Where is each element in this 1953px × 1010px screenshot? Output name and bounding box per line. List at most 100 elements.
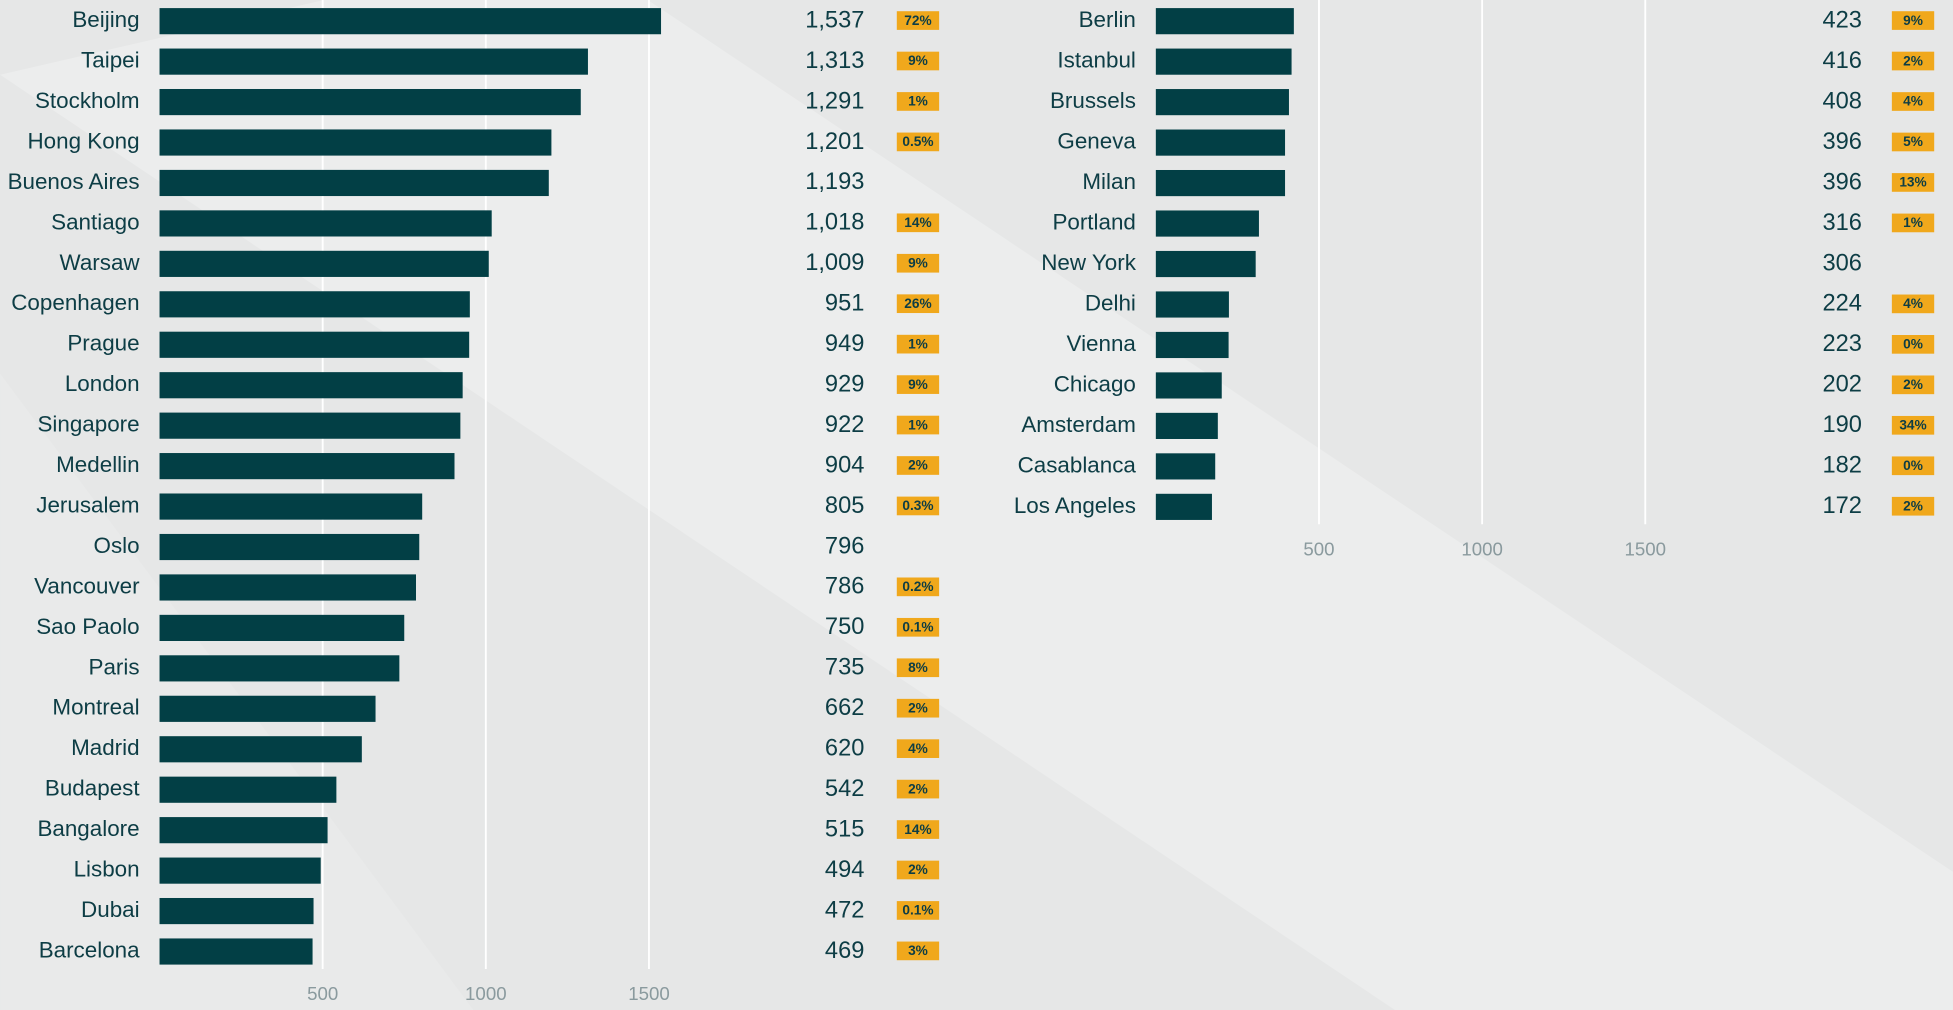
category-label: Beijing bbox=[72, 7, 139, 32]
badge-label: 4% bbox=[908, 741, 928, 756]
category-label: Oslo bbox=[94, 533, 140, 558]
badge bbox=[896, 456, 940, 475]
bar bbox=[159, 331, 470, 358]
value-label: 542 bbox=[825, 776, 864, 802]
category-label: Taipei bbox=[81, 48, 140, 73]
bar bbox=[159, 129, 552, 156]
bar bbox=[159, 291, 470, 318]
badge bbox=[1891, 213, 1935, 233]
category-label: Vancouver bbox=[34, 573, 140, 598]
badge-label: 8% bbox=[908, 660, 928, 675]
value-label: 1,193 bbox=[805, 169, 864, 195]
badge-label: 0.1% bbox=[902, 620, 933, 635]
badge-label: 72% bbox=[904, 13, 931, 28]
badge bbox=[896, 577, 940, 597]
badge bbox=[896, 617, 940, 637]
category-label: Lisbon bbox=[74, 857, 140, 882]
badge bbox=[1891, 294, 1935, 314]
value-label: 951 bbox=[825, 291, 864, 317]
badge-label: 0% bbox=[1903, 458, 1923, 473]
badge bbox=[1891, 456, 1935, 476]
value-label: 306 bbox=[1822, 250, 1861, 276]
value-label: 1,291 bbox=[805, 88, 864, 114]
badge-label: 2% bbox=[908, 458, 928, 473]
bar bbox=[159, 493, 423, 520]
badge-label: 4% bbox=[1903, 94, 1923, 109]
category-label: Copenhagen bbox=[11, 290, 139, 315]
bar bbox=[159, 736, 362, 763]
badge bbox=[1891, 51, 1935, 71]
badge bbox=[1891, 335, 1935, 354]
badge-label: 0% bbox=[1903, 337, 1923, 352]
value-label: 750 bbox=[825, 614, 864, 640]
badge bbox=[896, 820, 940, 839]
bar bbox=[1155, 89, 1289, 116]
value-label: 224 bbox=[1822, 291, 1861, 317]
value-label: 416 bbox=[1822, 48, 1861, 74]
category-label: Stockholm bbox=[35, 88, 140, 113]
value-label: 735 bbox=[825, 655, 864, 681]
badge-label: 2% bbox=[908, 781, 928, 796]
category-label: Barcelona bbox=[39, 937, 140, 962]
value-label: 1,201 bbox=[805, 129, 864, 155]
category-label: Paris bbox=[89, 654, 140, 679]
category-label: Portland bbox=[1052, 209, 1135, 234]
badge bbox=[896, 860, 940, 880]
bar bbox=[1155, 129, 1286, 156]
x-tick-label: 1500 bbox=[1624, 538, 1666, 559]
category-label: Chicago bbox=[1054, 371, 1136, 396]
badge-label: 1% bbox=[1903, 215, 1923, 230]
bar bbox=[159, 8, 662, 35]
bar bbox=[159, 372, 463, 399]
bar bbox=[1155, 250, 1256, 278]
bar bbox=[159, 210, 492, 237]
bar bbox=[1155, 331, 1229, 359]
badge bbox=[1891, 173, 1935, 192]
badge bbox=[896, 132, 940, 152]
badge bbox=[896, 253, 940, 273]
value-label: 805 bbox=[825, 493, 864, 519]
badge-label: 14% bbox=[904, 822, 931, 837]
bar bbox=[1155, 291, 1229, 318]
bar bbox=[159, 897, 314, 925]
bar bbox=[159, 453, 455, 480]
badge bbox=[896, 698, 940, 718]
bar bbox=[1155, 372, 1222, 399]
badge bbox=[896, 375, 940, 394]
bar bbox=[159, 48, 588, 75]
bar bbox=[159, 533, 420, 561]
category-label: Delhi bbox=[1085, 290, 1136, 315]
bar bbox=[1155, 8, 1294, 35]
bar bbox=[159, 695, 376, 722]
badge-label: 1% bbox=[908, 94, 928, 109]
badge-label: 2% bbox=[1903, 53, 1923, 68]
badge bbox=[896, 901, 940, 920]
category-label: Medellin bbox=[56, 452, 139, 477]
value-label: 662 bbox=[825, 695, 864, 721]
category-label: London bbox=[65, 371, 140, 396]
category-label: Istanbul bbox=[1057, 48, 1135, 73]
category-label: Casablanca bbox=[1018, 452, 1137, 477]
badge-label: 9% bbox=[1903, 13, 1923, 28]
bar bbox=[159, 574, 416, 601]
badge-label: 2% bbox=[908, 862, 928, 877]
x-tick-label: 1000 bbox=[465, 983, 507, 1004]
bar bbox=[159, 655, 400, 682]
badge bbox=[896, 415, 940, 435]
badge bbox=[896, 334, 940, 354]
x-tick-label: 1500 bbox=[628, 983, 670, 1004]
badge bbox=[1891, 375, 1935, 395]
badge-label: 14% bbox=[904, 215, 931, 230]
badge-label: 1% bbox=[908, 417, 928, 432]
category-label: Vienna bbox=[1067, 331, 1137, 356]
category-label: Hong Kong bbox=[27, 128, 139, 153]
value-label: 223 bbox=[1822, 331, 1861, 357]
category-label: Milan bbox=[1082, 169, 1136, 194]
category-label: Warsaw bbox=[60, 250, 141, 275]
badge bbox=[1891, 11, 1935, 30]
badge-label: 2% bbox=[908, 700, 928, 715]
badge bbox=[896, 11, 940, 30]
bar bbox=[1155, 453, 1216, 480]
badge bbox=[896, 658, 940, 678]
